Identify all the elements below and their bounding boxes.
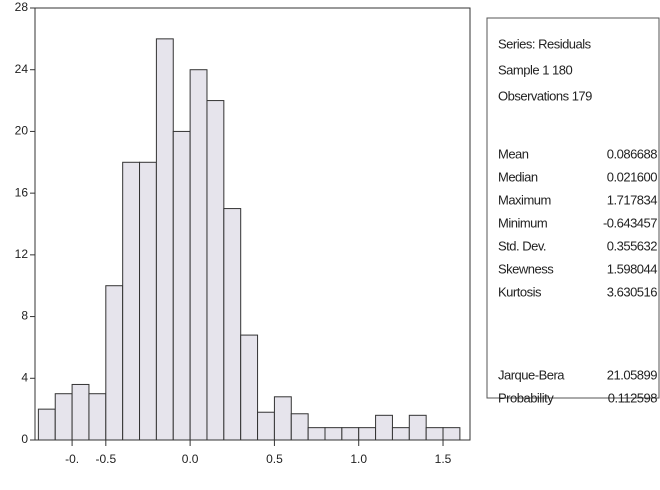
bar — [375, 414, 393, 441]
y-tick-label: 8 — [21, 309, 28, 323]
stat-value: 1.598044 — [607, 261, 657, 276]
y-tick-label: 16 — [15, 185, 29, 199]
bar — [442, 427, 461, 441]
stat-value: -0.643457 — [603, 215, 657, 230]
x-tick-label: 0.0 — [182, 452, 199, 466]
stat-value: 1.717834 — [607, 192, 657, 207]
stat-label: Median — [498, 169, 538, 184]
bar — [88, 393, 107, 441]
bar — [240, 334, 259, 441]
y-tick-label: 24 — [15, 62, 29, 76]
bar — [223, 208, 242, 441]
stat-value: 0.021600 — [607, 169, 657, 184]
bar — [189, 69, 208, 441]
stat-label: Kurtosis — [498, 284, 542, 299]
bar — [122, 161, 141, 441]
bar — [324, 427, 343, 441]
stat-label: Probability — [498, 390, 554, 405]
bar — [290, 413, 309, 441]
stats-header: Sample 1 180 — [498, 62, 572, 77]
bar — [341, 427, 360, 441]
stats-header: Series: Residuals — [498, 36, 592, 51]
stat-value: 21.05899 — [607, 367, 657, 382]
stat-label: Std. Dev. — [498, 238, 546, 253]
stat-value: 3.630516 — [607, 284, 657, 299]
x-tick-label: -0. — [65, 452, 79, 466]
x-tick-label: -0.5 — [95, 452, 116, 466]
x-tick-label: 0.5 — [266, 452, 283, 466]
stat-value: 0.112598 — [608, 390, 658, 405]
bar — [54, 393, 73, 441]
bar — [408, 414, 427, 441]
stat-label: Minimum — [498, 215, 547, 230]
bar — [206, 100, 225, 441]
bar — [358, 427, 377, 441]
stat-label: Jarque-Bera — [498, 367, 565, 382]
bar — [155, 38, 174, 441]
stat-label: Maximum — [498, 192, 551, 207]
x-tick-label: 1.0 — [350, 452, 367, 466]
bar — [71, 383, 90, 441]
stat-label: Skewness — [498, 261, 554, 276]
x-tick-label: 1.5 — [435, 452, 452, 466]
bar — [105, 285, 124, 441]
bar — [307, 427, 326, 441]
y-tick-label: 12 — [15, 247, 29, 261]
bar — [425, 427, 444, 441]
bar — [172, 130, 191, 441]
bar — [257, 411, 275, 441]
bar — [273, 396, 292, 441]
y-tick-label: 0 — [21, 432, 28, 446]
bar — [37, 408, 56, 441]
stat-value: 0.086688 — [607, 146, 657, 161]
stats-header: Observations 179 — [498, 88, 592, 103]
bar — [391, 427, 410, 441]
bar — [139, 161, 157, 441]
y-tick-label: 20 — [15, 124, 29, 138]
y-tick-label: 28 — [15, 0, 29, 14]
stat-value: 0.355632 — [607, 238, 657, 253]
stat-label: Mean — [498, 146, 529, 161]
stats-frame — [486, 17, 660, 399]
y-tick-label: 4 — [21, 370, 28, 384]
